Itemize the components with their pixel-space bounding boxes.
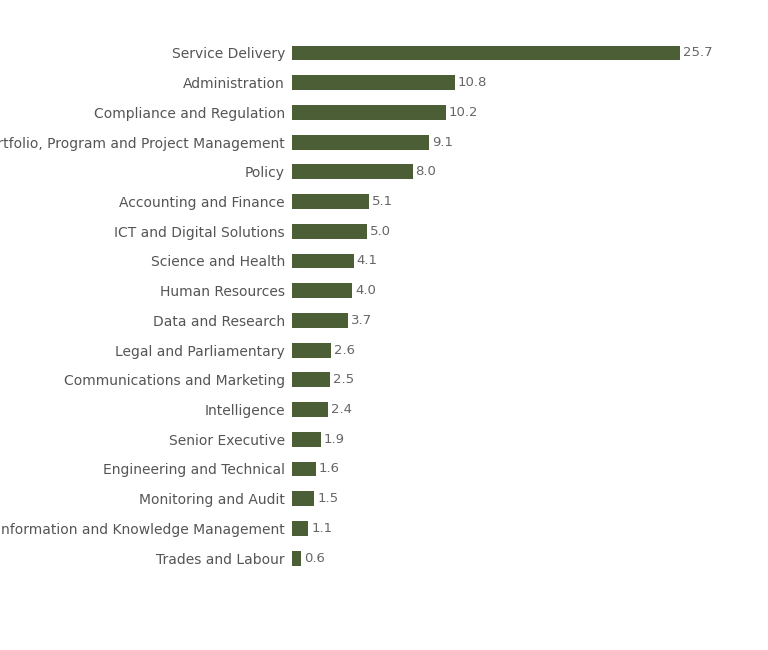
Text: 8.0: 8.0 (415, 165, 436, 178)
Text: 2.6: 2.6 (334, 344, 355, 357)
Text: 0.6: 0.6 (304, 552, 325, 565)
Bar (292, 105, 445, 120)
Text: 1.6: 1.6 (319, 462, 340, 475)
Bar (292, 402, 328, 417)
Text: 10.8: 10.8 (458, 76, 487, 89)
Bar (292, 46, 680, 60)
Text: 25.7: 25.7 (683, 46, 713, 59)
Bar (292, 551, 301, 566)
Bar (292, 313, 348, 328)
Text: 10.2: 10.2 (449, 106, 478, 119)
Bar (292, 432, 320, 447)
Bar (292, 462, 316, 476)
Bar (292, 372, 329, 387)
Text: 2.4: 2.4 (331, 403, 352, 416)
Text: 4.1: 4.1 (357, 254, 378, 267)
Bar (292, 194, 369, 209)
Bar (292, 254, 354, 268)
Bar (292, 224, 367, 239)
Text: 1.5: 1.5 (317, 492, 339, 505)
Bar (292, 521, 309, 536)
Text: 3.7: 3.7 (351, 314, 372, 327)
Bar (292, 491, 314, 506)
Text: 1.9: 1.9 (323, 433, 345, 446)
Bar (292, 75, 455, 90)
Bar (292, 343, 331, 358)
Text: 4.0: 4.0 (356, 284, 376, 297)
Text: 1.1: 1.1 (312, 522, 333, 535)
Bar (292, 164, 412, 179)
Text: 2.5: 2.5 (333, 373, 354, 386)
Bar (292, 283, 353, 298)
Text: 5.0: 5.0 (370, 225, 392, 238)
Bar (292, 135, 429, 150)
Text: 9.1: 9.1 (432, 136, 453, 149)
Text: 5.1: 5.1 (372, 195, 393, 208)
